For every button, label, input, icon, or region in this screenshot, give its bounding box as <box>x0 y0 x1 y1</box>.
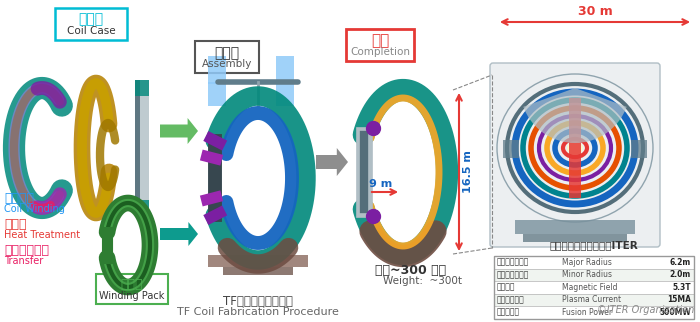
Text: 国際熱核融合実験炉　ITER: 国際熱核融合実験炉 ITER <box>550 240 638 250</box>
FancyBboxPatch shape <box>276 56 294 84</box>
Text: 重量~300 トン: 重量~300 トン <box>375 264 446 277</box>
FancyBboxPatch shape <box>55 8 127 40</box>
FancyBboxPatch shape <box>494 269 694 281</box>
FancyBboxPatch shape <box>569 98 581 198</box>
FancyBboxPatch shape <box>346 29 414 61</box>
Text: 導体巻線: 導体巻線 <box>4 192 34 205</box>
Text: 軸上磁場: 軸上磁場 <box>497 283 515 292</box>
Text: 16.5 m: 16.5 m <box>463 151 473 194</box>
FancyBboxPatch shape <box>494 256 694 269</box>
Wedge shape <box>524 88 626 143</box>
Text: ©ITER Organization: ©ITER Organization <box>596 305 694 315</box>
Polygon shape <box>316 148 348 176</box>
FancyBboxPatch shape <box>494 293 694 306</box>
FancyBboxPatch shape <box>208 82 226 106</box>
Polygon shape <box>160 118 198 144</box>
Text: Heat Treatment: Heat Treatment <box>4 230 80 240</box>
Text: Minor Radius: Minor Radius <box>562 270 612 279</box>
FancyBboxPatch shape <box>515 220 635 234</box>
Text: Coil Winding: Coil Winding <box>4 204 65 214</box>
FancyBboxPatch shape <box>208 56 226 84</box>
Text: 2.0m: 2.0m <box>670 270 691 279</box>
Text: 構造物: 構造物 <box>78 13 104 26</box>
Text: 500MW: 500MW <box>659 308 691 317</box>
Text: Weight:  ~300t: Weight: ~300t <box>383 276 462 286</box>
FancyBboxPatch shape <box>503 140 519 158</box>
Text: 15MA: 15MA <box>667 295 691 304</box>
Polygon shape <box>160 222 198 246</box>
Text: 一体化: 一体化 <box>214 46 239 60</box>
Text: Fusion Power: Fusion Power <box>562 308 612 317</box>
Text: Plasma Current: Plasma Current <box>562 295 621 304</box>
Text: 6.2m: 6.2m <box>670 258 691 267</box>
FancyBboxPatch shape <box>631 140 647 158</box>
Text: 30 m: 30 m <box>578 5 612 18</box>
Text: Magnetic Field: Magnetic Field <box>562 283 617 292</box>
FancyBboxPatch shape <box>494 281 694 293</box>
FancyBboxPatch shape <box>208 255 308 267</box>
FancyBboxPatch shape <box>135 200 149 216</box>
Text: TF Coil Fabrication Procedure: TF Coil Fabrication Procedure <box>177 307 339 317</box>
Ellipse shape <box>567 141 583 155</box>
FancyBboxPatch shape <box>276 82 294 106</box>
FancyBboxPatch shape <box>135 80 149 96</box>
FancyBboxPatch shape <box>135 80 140 216</box>
FancyBboxPatch shape <box>494 306 694 318</box>
Text: 巻線部: 巻線部 <box>120 278 144 291</box>
Text: トランスファ: トランスファ <box>4 244 49 257</box>
FancyBboxPatch shape <box>523 234 627 242</box>
FancyBboxPatch shape <box>96 274 168 304</box>
Text: プラズマ小半径: プラズマ小半径 <box>497 270 529 279</box>
Text: Assembly: Assembly <box>202 59 252 69</box>
FancyBboxPatch shape <box>135 80 149 216</box>
Text: Major Radius: Major Radius <box>562 258 612 267</box>
Text: 5.3T: 5.3T <box>673 283 691 292</box>
Text: プラズマ大半径: プラズマ大半径 <box>497 258 529 267</box>
FancyBboxPatch shape <box>490 63 660 247</box>
Text: Completion: Completion <box>350 47 410 57</box>
Text: 核融合出力: 核融合出力 <box>497 308 520 317</box>
FancyBboxPatch shape <box>223 267 293 275</box>
Text: 完成: 完成 <box>371 33 389 48</box>
FancyBboxPatch shape <box>195 41 259 73</box>
Text: プラズマ電流: プラズマ電流 <box>497 295 525 304</box>
Text: 9 m: 9 m <box>370 179 393 189</box>
Text: TFコイルの製造手順: TFコイルの製造手順 <box>223 295 293 308</box>
Text: Coil Case: Coil Case <box>66 26 116 36</box>
Text: Winding Pack: Winding Pack <box>99 290 164 301</box>
Text: 熱処理: 熱処理 <box>4 218 27 231</box>
Text: Transfer: Transfer <box>4 256 43 266</box>
